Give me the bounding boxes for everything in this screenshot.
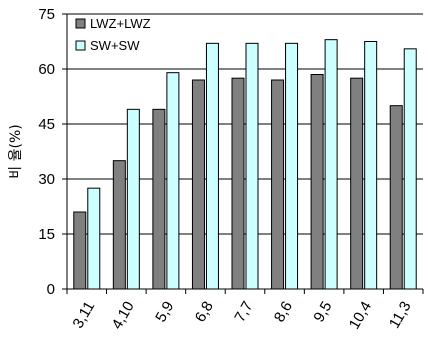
y-tick-label: 30 [38,171,55,188]
bar-series2 [403,48,417,290]
bars-layer [73,39,417,290]
bar-series1 [389,105,403,290]
legend-swatch [75,18,86,29]
bar-series1 [112,160,126,290]
bar-series1 [191,79,205,290]
bar-series1 [350,77,364,290]
legend-label: SW+SW [90,38,140,53]
y-tick-labels: 0 15 30 45 60 75 [38,6,55,298]
x-tick-label: 3,11 [69,299,98,332]
x-tick-label: 11,3 [386,299,415,332]
x-tick-label: 8,6 [271,299,296,326]
x-tick-label: 6,8 [192,299,217,326]
bar-series2 [166,72,180,290]
grid-layer [67,13,423,235]
legend-label: LWZ+LWZ [90,16,151,31]
bar-series2 [87,187,101,290]
y-tick-label: 45 [38,116,55,133]
bar-series1 [310,74,324,290]
bar-series2 [364,41,378,290]
bar-series2 [285,42,299,290]
y-tick-label: 0 [47,281,55,298]
bar-series1 [271,79,285,290]
bar-series2 [126,108,140,290]
y-tick-label: 75 [38,6,55,23]
bar-series1 [152,108,166,290]
legend-swatch [75,40,86,51]
y-tick-label: 60 [38,61,55,78]
x-tick-label: 5,9 [152,299,177,326]
bar-series1 [231,77,245,290]
bar-series2 [245,42,259,290]
y-tick-label: 15 [38,226,55,243]
x-tick-label: 4,10 [108,299,137,333]
x-tick-label: 10,4 [346,299,375,333]
x-tick-labels: 3,11 4,10 5,9 6,8 7,7 8,6 9,5 10,4 11,3 [69,299,414,333]
bar-series2 [324,39,338,290]
x-tick-label: 7,7 [231,299,256,326]
x-tick-label: 9,5 [310,299,335,326]
bar-series1 [73,211,87,290]
legend: LWZ+LWZ SW+SW [75,16,151,53]
bar-series2 [205,42,219,290]
y-axis-title: 비 율(%) [8,124,24,178]
axes-layer [62,13,424,294]
